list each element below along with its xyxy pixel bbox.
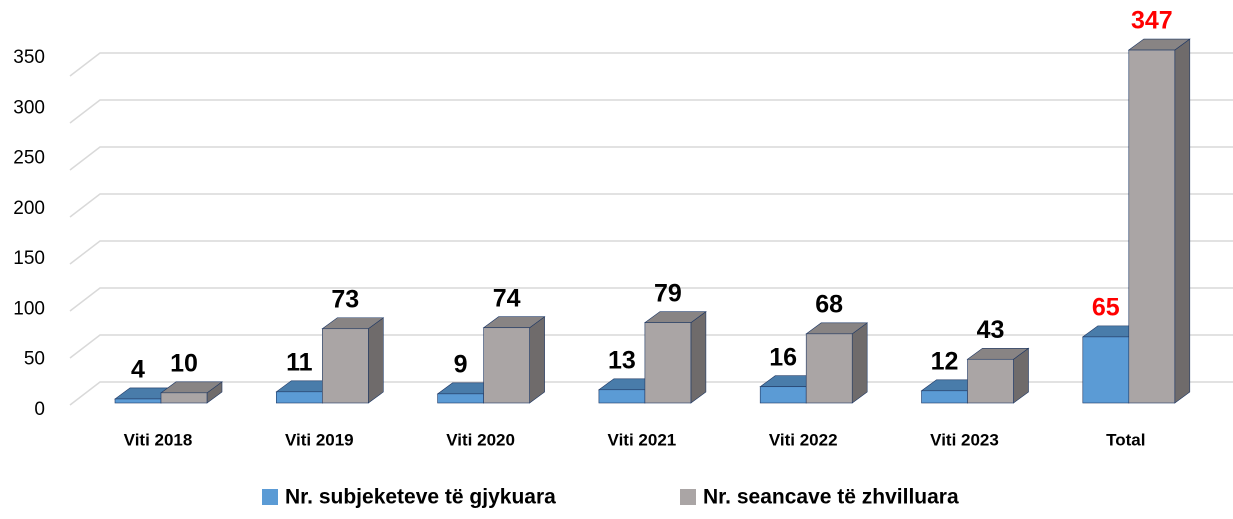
bar [1082,336,1130,404]
bar [644,322,692,404]
value-label: 9 [454,350,468,378]
value-label: 79 [654,279,682,307]
bar-side [367,317,384,404]
x-tick-label: Viti 2018 [124,430,193,449]
grid-line [69,99,1233,124]
y-tick-label: 250 [13,148,45,169]
bar [759,386,807,404]
bar [114,398,162,404]
x-tick-label: Viti 2021 [608,430,677,449]
bar-side [690,311,707,404]
bar [437,393,484,404]
bar [967,358,1014,404]
grid-line [69,52,1233,77]
value-label: 13 [608,346,636,374]
x-tick-label: Total [1106,430,1145,449]
value-label: 73 [331,285,359,313]
y-tick-label: 0 [34,399,45,420]
bar [160,392,208,404]
value-label: 16 [769,343,797,371]
bar [921,390,968,404]
value-label: 12 [931,347,959,375]
grid-line [69,146,1233,171]
bar [598,389,646,404]
y-tick-label: 300 [13,97,45,118]
y-tick-label: 100 [13,298,45,319]
bar-side [851,322,868,404]
value-label: 65 [1092,293,1120,321]
bar-side [529,316,545,404]
x-tick-label: Viti 2019 [285,430,354,449]
value-label: 11 [286,348,313,376]
value-label: 74 [493,284,521,312]
value-label: 10 [170,349,198,377]
grid-line [69,240,1233,265]
value-label: 68 [815,290,843,318]
bar-side [1174,38,1191,404]
bar [321,328,369,404]
legend-label: Nr. seancave të zhvilluara [703,486,959,509]
y-tick-label: 350 [13,47,45,68]
value-label: 43 [977,316,1005,344]
y-tick-label: 50 [24,349,45,370]
value-label: 4 [131,356,145,384]
bar [483,327,530,404]
grid-line [69,287,1233,312]
y-tick-label: 150 [13,248,45,269]
bar [1128,49,1176,404]
legend-swatch [680,489,696,505]
x-tick-label: Viti 2023 [930,430,999,449]
bar [805,333,853,404]
grid-line [69,193,1233,218]
x-tick-label: Viti 2022 [769,430,838,449]
y-tick-label: 200 [13,198,45,219]
legend-label: Nr. subjeketeve të gjykuara [285,486,556,509]
value-label: 347 [1131,7,1173,35]
bar [275,391,323,404]
legend-swatch [262,489,278,505]
x-tick-label: Viti 2020 [446,430,515,449]
